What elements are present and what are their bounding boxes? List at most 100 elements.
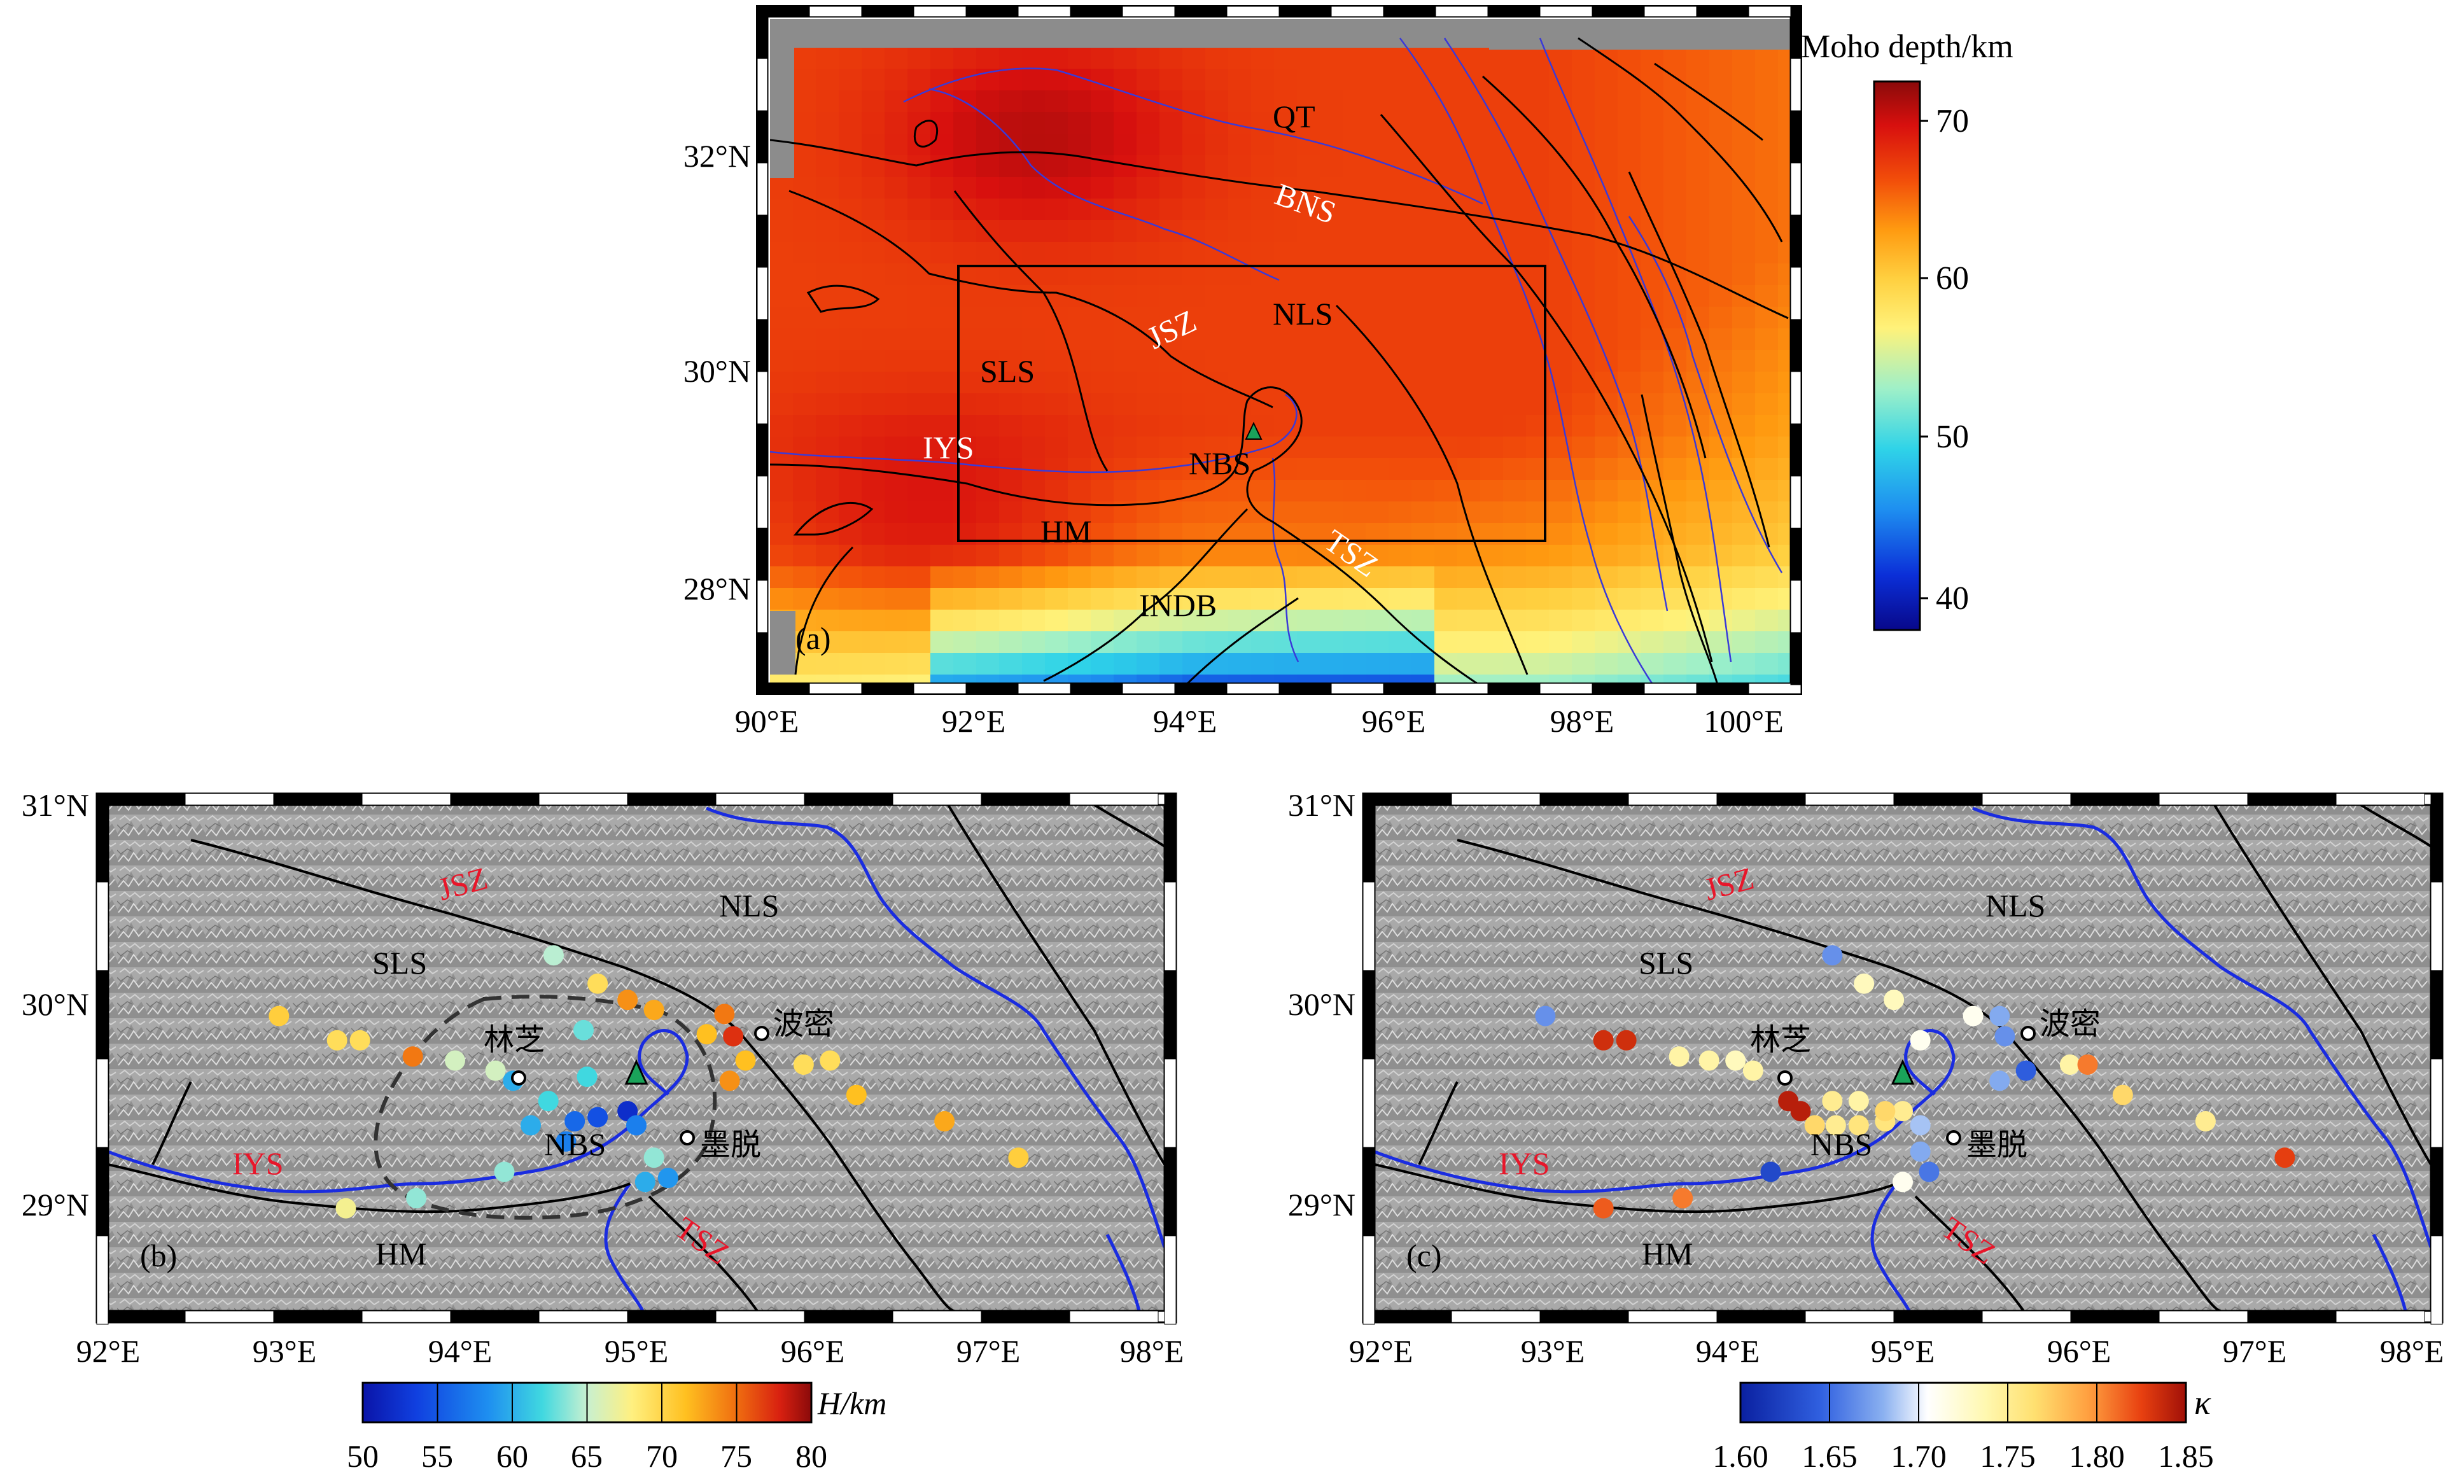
moho-cell: [999, 437, 1023, 459]
frame-tick: [1893, 793, 1983, 806]
moho-cell: [1549, 112, 1572, 134]
moho-cell: [1045, 458, 1068, 480]
moho-cell: [1778, 545, 1791, 567]
lon-label: 93°E: [1521, 1333, 1585, 1369]
moho-cell: [1709, 480, 1733, 502]
moho-cell: [1045, 47, 1068, 69]
moho-cell: [1068, 199, 1091, 221]
moho-cell: [1343, 220, 1366, 242]
moho-cell: [885, 177, 908, 199]
stations-b: [269, 945, 1029, 1219]
moho-cell: [1641, 610, 1664, 632]
moho-cell: [1618, 415, 1641, 437]
moho-cell: [999, 328, 1023, 351]
moho-cell: [976, 285, 1000, 307]
moho-cell: [1343, 566, 1366, 589]
moho-cell: [1137, 631, 1160, 654]
frame-tick: [1226, 683, 1280, 694]
frame-tick: [1278, 683, 1332, 694]
moho-cell: [1618, 112, 1641, 134]
lon-label: 94°E: [1696, 1333, 1760, 1369]
moho-cell: [1732, 328, 1756, 351]
frame-tick: [2070, 1310, 2160, 1323]
moho-cell: [1480, 437, 1504, 459]
moho-cell: [1274, 653, 1298, 675]
moho-cell: [816, 653, 839, 675]
moho-cell: [1045, 566, 1068, 589]
station-marker: [1593, 1198, 1614, 1219]
moho-cell: [999, 566, 1023, 589]
moho-cell: [1114, 437, 1137, 459]
moho-cell: [862, 69, 885, 91]
moho-cell: [1480, 480, 1504, 502]
moho-cell: [1343, 393, 1366, 416]
moho-cell: [770, 437, 794, 459]
moho-cell: [1114, 372, 1137, 394]
moho-cell: [976, 199, 1000, 221]
moho-cell: [1228, 588, 1252, 610]
moho-cell: [1434, 220, 1458, 242]
moho-cell: [816, 393, 839, 416]
moho-cell: [953, 588, 977, 610]
moho-cell: [885, 415, 908, 437]
moho-cell: [793, 372, 816, 394]
moho-cell: [953, 220, 977, 242]
frame-tick: [1226, 6, 1280, 17]
lake: [793, 501, 874, 536]
moho-cell: [862, 177, 885, 199]
moho-cell: [907, 631, 931, 654]
moho-cell: [885, 372, 908, 394]
moho-cell: [1182, 393, 1206, 416]
station-marker: [617, 990, 638, 1011]
moho-cell: [1686, 350, 1710, 372]
moho-cell: [1457, 177, 1481, 199]
moho-cell: [976, 415, 1000, 437]
moho-cell: [1503, 501, 1527, 524]
frame-tick: [1164, 1235, 1177, 1325]
moho-cell: [1137, 350, 1160, 372]
moho-cell: [1732, 653, 1756, 675]
moho-cell: [907, 372, 931, 394]
label-sls: SLS: [372, 945, 427, 981]
moho-cell: [930, 90, 954, 113]
frame-tick: [1383, 6, 1436, 17]
moho-cell: [930, 566, 954, 589]
moho-cell: [907, 199, 931, 221]
moho-cell: [1526, 566, 1550, 589]
station-marker: [349, 1030, 370, 1051]
moho-cell: [999, 220, 1023, 242]
lon-label: 98°E: [1120, 1333, 1184, 1369]
moho-cell: [1755, 545, 1779, 567]
station-marker: [1884, 990, 1905, 1011]
moho-cell: [1068, 458, 1091, 480]
moho-cell: [1778, 523, 1791, 545]
colorbar-b-tick: 55: [421, 1438, 453, 1474]
moho-cell: [1457, 69, 1481, 91]
station-marker: [1669, 1046, 1690, 1067]
moho-cell: [1411, 47, 1435, 69]
moho-cell: [816, 545, 839, 567]
moho-cell: [1709, 501, 1733, 524]
moho-cell: [1389, 328, 1412, 351]
frame-tick: [185, 1310, 274, 1323]
moho-cell: [1434, 437, 1458, 459]
colorbar-b-tick: 60: [496, 1438, 528, 1474]
moho-cell: [930, 588, 954, 610]
moho-cell: [1457, 588, 1481, 610]
moho-cell: [1068, 177, 1091, 199]
moho-cell: [1366, 177, 1389, 199]
moho-cell: [1343, 155, 1366, 178]
city-marker-bomi: [754, 1026, 769, 1041]
moho-cell: [1457, 350, 1481, 372]
colorbar-c-tick: 1.80: [2069, 1438, 2125, 1474]
moho-cell: [862, 112, 885, 134]
moho-cell: [1251, 372, 1275, 394]
station-marker: [406, 1187, 427, 1208]
moho-cell: [793, 328, 816, 351]
station-marker: [556, 1131, 577, 1152]
moho-cell: [1434, 350, 1458, 372]
moho-cell: [1091, 437, 1114, 459]
river-c: [2372, 1233, 2407, 1311]
moho-cell: [1411, 350, 1435, 372]
moho-cell: [1549, 588, 1572, 610]
